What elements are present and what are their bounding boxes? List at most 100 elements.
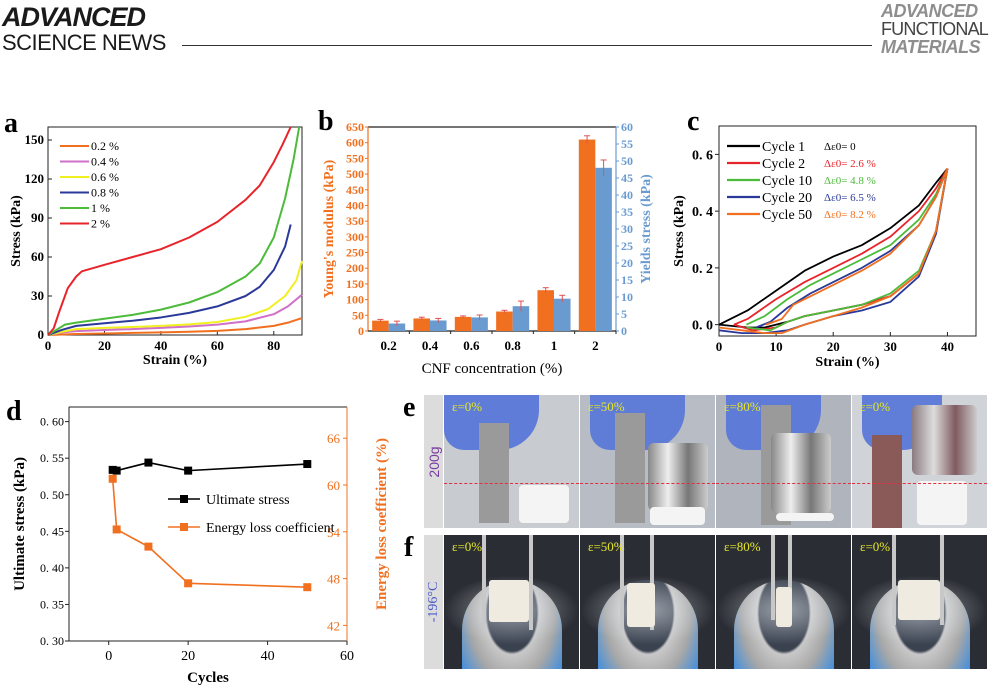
sample-shape: [650, 507, 705, 525]
bar-youngs-modulus: [537, 290, 554, 331]
panel-label-d: d: [6, 396, 22, 427]
reference-dashed-line: [852, 483, 987, 484]
panel-label-c: c: [687, 106, 700, 137]
photo-e-frame-1: ε=0%: [444, 395, 579, 528]
y-tick-label-a: 60: [31, 249, 44, 264]
strain-label: ε=0%: [860, 399, 891, 414]
legend-label-c: Cycle 1: [762, 140, 805, 155]
x-tick-label-b: 0.8: [505, 338, 522, 353]
line-series-2: [47, 126, 292, 336]
marker-energy-loss-coefficient: [144, 542, 153, 551]
photo-e-frame-4: ε=0%: [852, 395, 987, 528]
y-tick-label-left-d: 0. 40: [40, 561, 64, 575]
x-axis-label-c: Strain (%): [815, 355, 880, 370]
strain-offset-annotation: Δε0= 4.8 %: [824, 175, 876, 187]
legend-label-a: 0.6 %: [91, 170, 119, 184]
x-tick-label-b: 0.6: [463, 338, 480, 353]
line-series-04: [47, 293, 303, 336]
y-tick-label-a: 90: [31, 210, 44, 225]
marker-ultimate-stress: [112, 466, 121, 475]
bar-yield-stress: [388, 323, 406, 331]
logo-line-1: ADVANCED: [2, 2, 146, 32]
x-tick-label-b: 1: [551, 338, 558, 353]
x-tick-label-a: 60: [211, 338, 224, 353]
y-tick-label-right-b: 35: [621, 205, 633, 219]
line-series-1: [47, 126, 301, 336]
y-tick-label-left-b: 150: [346, 277, 364, 291]
ruler-shape: [872, 435, 902, 528]
strain-offset-annotation: Δε0= 2.6 %: [824, 158, 876, 170]
y-axis-label-a: Stress (kPa): [9, 195, 24, 267]
line-series-08: [47, 224, 292, 336]
y-axis-label-right-d: Energy loss coefficient (%): [374, 438, 390, 610]
y-tick-label-a: 150: [25, 132, 45, 147]
sample-shape: [776, 513, 834, 521]
tweezers-shape: [482, 535, 486, 630]
ruler-shape: [479, 423, 509, 523]
y-tick-label-c: 0. 0: [692, 319, 713, 334]
x-tick-label-a: 80: [267, 338, 280, 353]
y-tick-label-right-b: 20: [621, 256, 633, 270]
y-tick-label-left-b: 350: [346, 214, 364, 228]
row-label-load: 200g: [425, 445, 442, 478]
y-tick-label-right-b: 10: [621, 290, 633, 304]
plot-frame-a: [47, 126, 303, 336]
loading-curve-cycle-1: [718, 168, 949, 326]
y-tick-label-c: 0. 2: [692, 262, 713, 277]
marker-ultimate-stress: [144, 458, 153, 467]
ruler-shape: [615, 413, 645, 523]
strain-offset-annotation: Δε0= 0: [824, 141, 856, 153]
sample-shape: [776, 587, 792, 627]
reference-dashed-line: [444, 483, 579, 484]
y-tick-label-right-b: 55: [621, 137, 633, 151]
bar-yield-stress: [471, 317, 488, 331]
x-tick-label-a: 20: [98, 338, 111, 353]
reference-dashed-line: [580, 483, 715, 484]
x-tick-label-d: 60: [340, 649, 354, 664]
strain-offset-annotation: Δε0= 6.5 %: [824, 192, 876, 204]
y-tick-label-left-b: 600: [346, 136, 364, 150]
loading-curve-cycle-50: [765, 168, 949, 326]
legend-marker-d: [180, 523, 188, 531]
tweezers-shape: [788, 535, 792, 620]
photo-e-frame-2: ε=50%: [580, 395, 715, 528]
marker-energy-loss-coefficient: [184, 579, 193, 588]
plot-frame-c: [718, 125, 977, 337]
photo-e-frame-3: ε=80%: [716, 395, 851, 528]
bar-yield-stress: [512, 306, 530, 331]
y-tick-label-left-d: 0. 60: [40, 415, 64, 429]
legend-label-d: Energy loss coefficient: [206, 521, 335, 536]
x-tick-label-b: 0.2: [381, 338, 397, 353]
line-series-06: [47, 260, 303, 336]
y-tick-label-right-b: 0: [621, 324, 627, 338]
y-tick-label-left-b: 200: [346, 261, 364, 275]
reference-dashed-line: [716, 483, 851, 484]
weight-shape: [648, 443, 708, 511]
photo-f-frame-4: ε=0%: [852, 535, 987, 669]
bar-yield-stress: [554, 298, 571, 331]
y-tick-label-left-b: 400: [346, 198, 364, 212]
legend-label-c: Cycle 2: [762, 157, 805, 172]
weight-shape: [912, 405, 977, 475]
panel-label-a: a: [4, 108, 18, 139]
tweezers-shape: [620, 535, 624, 630]
x-tick-label-d: 40: [261, 649, 275, 664]
y-tick-label-left-b: 550: [346, 151, 364, 165]
logo-right-line-3: MATERIALS: [880, 37, 981, 57]
y-tick-label-a: 120: [25, 171, 45, 186]
legend-label-a: 0.2 %: [91, 139, 119, 153]
weight-shape: [771, 433, 831, 513]
panel-label-e: e: [403, 392, 416, 423]
loading-curve-cycle-10: [746, 168, 949, 326]
marker-energy-loss-coefficient: [108, 474, 117, 483]
tweezers-shape: [892, 535, 896, 625]
y-tick-label-right-d: 42: [327, 618, 340, 633]
strain-label: ε=50%: [588, 399, 625, 414]
tweezers-shape: [940, 535, 944, 625]
x-tick-label-c: 20: [827, 339, 840, 354]
y-tick-label-right-b: 25: [621, 239, 633, 253]
strain-label: ε=0%: [452, 399, 483, 414]
x-tick-label-d: 0: [105, 649, 112, 664]
legend-label-a: 2 %: [91, 217, 110, 231]
sample-shape: [489, 580, 529, 622]
